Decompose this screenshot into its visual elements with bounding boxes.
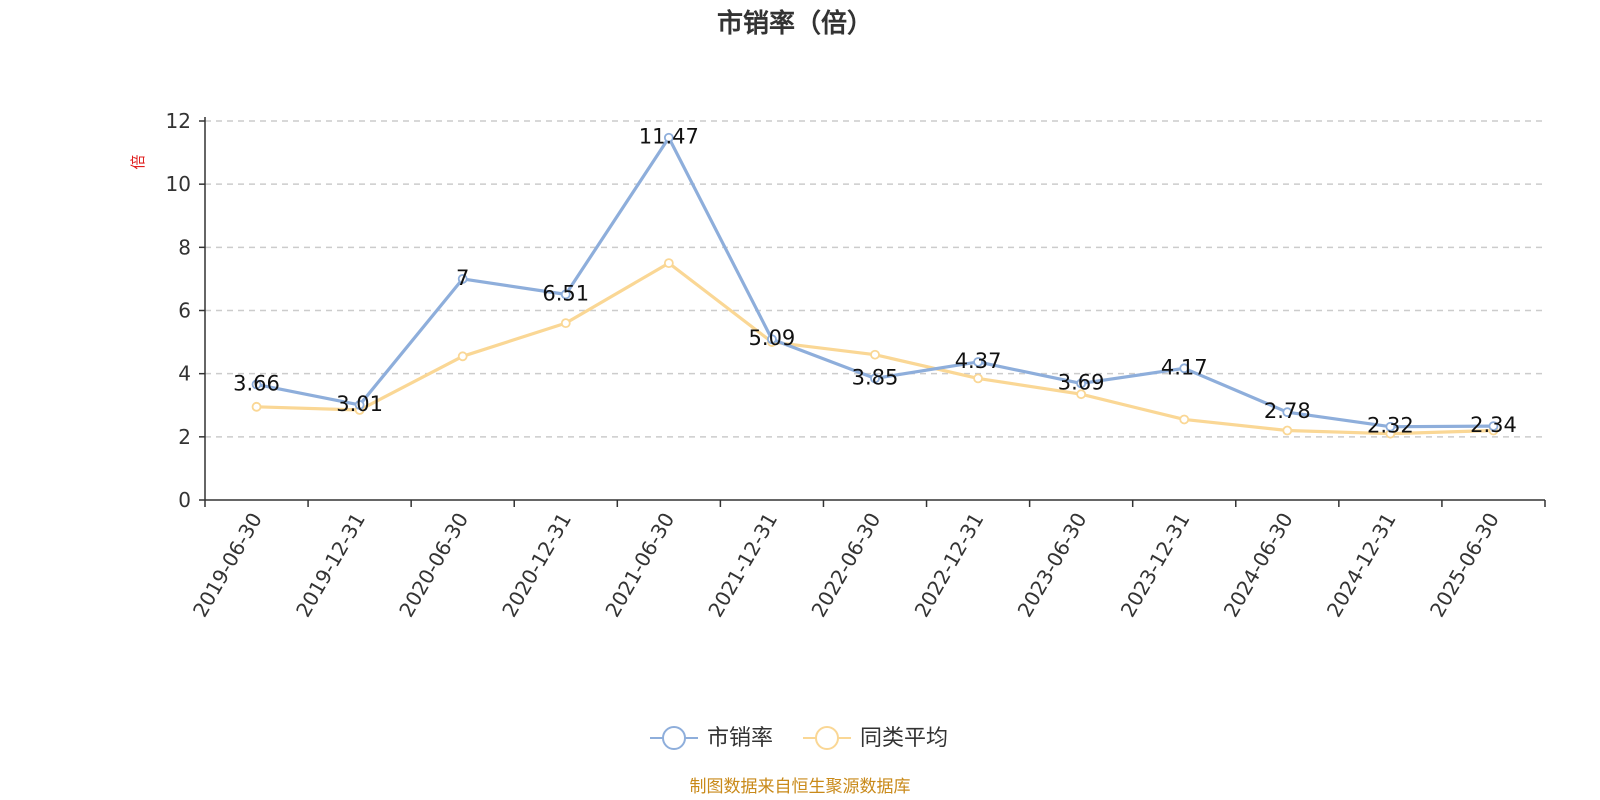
series-0-point <box>560 289 571 300</box>
legend-item-1[interactable]: 同类平均 <box>803 726 948 751</box>
series-1-point <box>973 373 983 384</box>
legend-marker-icon <box>662 726 686 750</box>
data-label: 3.69 <box>1058 370 1105 394</box>
data-label: 4.17 <box>1161 355 1208 379</box>
x-tick-label: 2021-06-30 <box>600 509 679 622</box>
data-label: 6.51 <box>542 281 589 305</box>
y-tick-label: 10 <box>166 172 191 196</box>
series-0-point <box>973 357 983 367</box>
data-label: 11.47 <box>639 125 699 149</box>
legend-label: 市销率 <box>707 726 773 751</box>
x-tick-label: 2025-06-30 <box>1425 509 1504 622</box>
series-0-point <box>1179 363 1190 374</box>
data-label: 2.34 <box>1470 413 1517 437</box>
x-tick-label: 2020-12-31 <box>497 509 576 622</box>
series-0-point <box>1488 421 1499 431</box>
data-label: 4.37 <box>955 349 1002 373</box>
legend-label: 同类平均 <box>860 726 948 751</box>
x-tick-label: 2022-12-31 <box>910 509 989 622</box>
x-tick-label: 2023-12-31 <box>1116 509 1195 622</box>
y-tick-label: 8 <box>178 235 191 259</box>
series-0-point <box>457 274 468 284</box>
x-tick-label: 2024-12-31 <box>1322 509 1401 622</box>
series-0-point <box>870 373 880 384</box>
legend[interactable]: 市销率 同类平均 <box>650 726 948 751</box>
data-labels: 3.66 3.01 7 6.51 11.47 5.09 3.85 4.37 3.69 4.17 2.… <box>233 125 1517 438</box>
data-label: 7 <box>456 266 469 290</box>
x-tick-label: 2023-06-30 <box>1013 509 1092 622</box>
series-1-point <box>870 349 880 360</box>
y-tick-label: 0 <box>178 488 191 512</box>
y-tick-label: 2 <box>178 425 191 449</box>
series-lines <box>251 132 1499 439</box>
data-label: 3.85 <box>852 365 899 389</box>
chart-title: 市销率（倍） <box>717 8 873 39</box>
data-label: 3.01 <box>336 392 383 416</box>
x-tick-label: 2024-06-30 <box>1219 509 1298 622</box>
y-tick-label: 6 <box>178 299 191 323</box>
data-label: 2.32 <box>1367 414 1414 438</box>
y-tick-label: 4 <box>178 362 191 386</box>
series-0-point <box>663 132 674 143</box>
x-tick-label: 2019-06-30 <box>188 509 267 622</box>
series-1-point <box>1282 425 1293 436</box>
series-1-point <box>663 258 674 269</box>
legend-item-0[interactable]: 市销率 <box>650 726 773 751</box>
grid-lines <box>205 120 1545 438</box>
series-0-point <box>767 334 777 345</box>
series-0-point <box>1076 378 1087 389</box>
data-label: 2.78 <box>1264 399 1311 423</box>
x-tick-label: 2019-12-31 <box>291 509 370 622</box>
source-footer: 制图数据来自恒生聚源数据库 <box>690 777 911 797</box>
legend-marker-icon <box>815 726 839 750</box>
series-1-point <box>560 318 571 329</box>
y-tick-label: 12 <box>166 109 191 133</box>
x-tick-label: 2021-12-31 <box>703 509 782 622</box>
series-1-point <box>1179 414 1190 425</box>
series-0-point <box>251 379 262 390</box>
series-1-point <box>251 401 262 412</box>
data-label: 5.09 <box>749 326 796 350</box>
data-label: 3.66 <box>233 371 280 395</box>
series-0-point <box>1385 421 1396 432</box>
series-1-point <box>1076 389 1087 400</box>
y-axis-unit: 倍 <box>129 154 147 169</box>
x-tick-label: 2020-06-30 <box>394 509 473 622</box>
x-tick-label: 2022-06-30 <box>806 509 885 622</box>
series-0-point <box>354 400 365 410</box>
series-0-point <box>1282 407 1293 418</box>
series-1-point <box>457 351 468 362</box>
